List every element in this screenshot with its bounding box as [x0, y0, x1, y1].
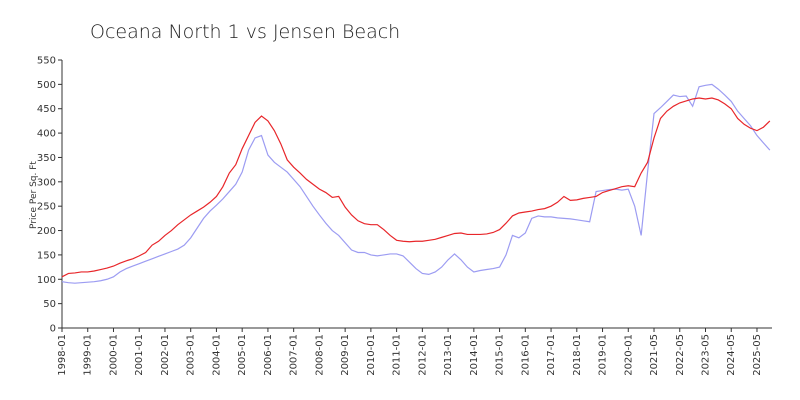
y-tick-label: 150 — [37, 250, 56, 261]
x-tick-label: 2020-01 — [623, 334, 634, 376]
x-tick-label: 2007-01 — [289, 334, 300, 376]
x-tick-label: 2012-01 — [417, 334, 428, 376]
y-tick-label: 200 — [37, 226, 56, 237]
y-tick-label: 550 — [37, 56, 56, 67]
y-tick-label: 350 — [37, 153, 56, 164]
x-tick-label: 2022-05 — [675, 334, 686, 376]
x-tick-label: 2004-01 — [211, 334, 222, 376]
x-tick-label: 2014-01 — [469, 334, 480, 376]
series-line — [61, 83, 771, 284]
x-tick-label: 2003-01 — [186, 334, 197, 376]
x-tick-label: 2017-01 — [546, 334, 557, 376]
y-tick-label: 300 — [37, 177, 56, 188]
series-line — [61, 97, 771, 278]
x-tick-label: 2000-01 — [108, 334, 119, 376]
x-tick-label: 2018-01 — [572, 334, 583, 376]
x-tick-label: 2023-05 — [701, 334, 712, 376]
x-tick-label: 2005-01 — [237, 334, 248, 376]
x-tick-label: 2021-05 — [649, 334, 660, 376]
x-tick-label: 2001-01 — [134, 334, 145, 376]
chart-title: Oceana North 1 vs Jensen Beach — [90, 21, 400, 43]
x-tick-label: 1999-01 — [83, 334, 94, 376]
x-tick-label: 2002-01 — [160, 334, 171, 376]
x-tick-label: 2010-01 — [366, 334, 377, 376]
y-tick-label: 100 — [37, 275, 56, 286]
x-tick-label: 2013-01 — [443, 334, 454, 376]
x-tick-label: 2019-01 — [598, 334, 609, 376]
x-tick-label: 2016-01 — [520, 334, 531, 376]
x-tick-label: 2011-01 — [392, 334, 403, 376]
x-tick-label: 1998-01 — [57, 334, 68, 376]
x-tick-label: 2015-01 — [495, 334, 506, 376]
y-tick-label: 400 — [37, 129, 56, 140]
x-tick-label: 2025-05 — [752, 334, 763, 376]
y-tick-label: 450 — [37, 104, 56, 115]
y-tick-label: 0 — [50, 324, 56, 335]
y-tick-label: 500 — [37, 80, 56, 91]
y-tick-label: 250 — [37, 202, 56, 213]
x-tick-label: 2008-01 — [314, 334, 325, 376]
x-tick-label: 2006-01 — [263, 334, 274, 376]
x-tick-label: 2024-05 — [726, 334, 737, 376]
x-tick-label: 2009-01 — [340, 334, 351, 376]
y-tick-label: 50 — [43, 299, 56, 310]
y-axis-label: Price Per Sq. Ft — [29, 161, 39, 229]
